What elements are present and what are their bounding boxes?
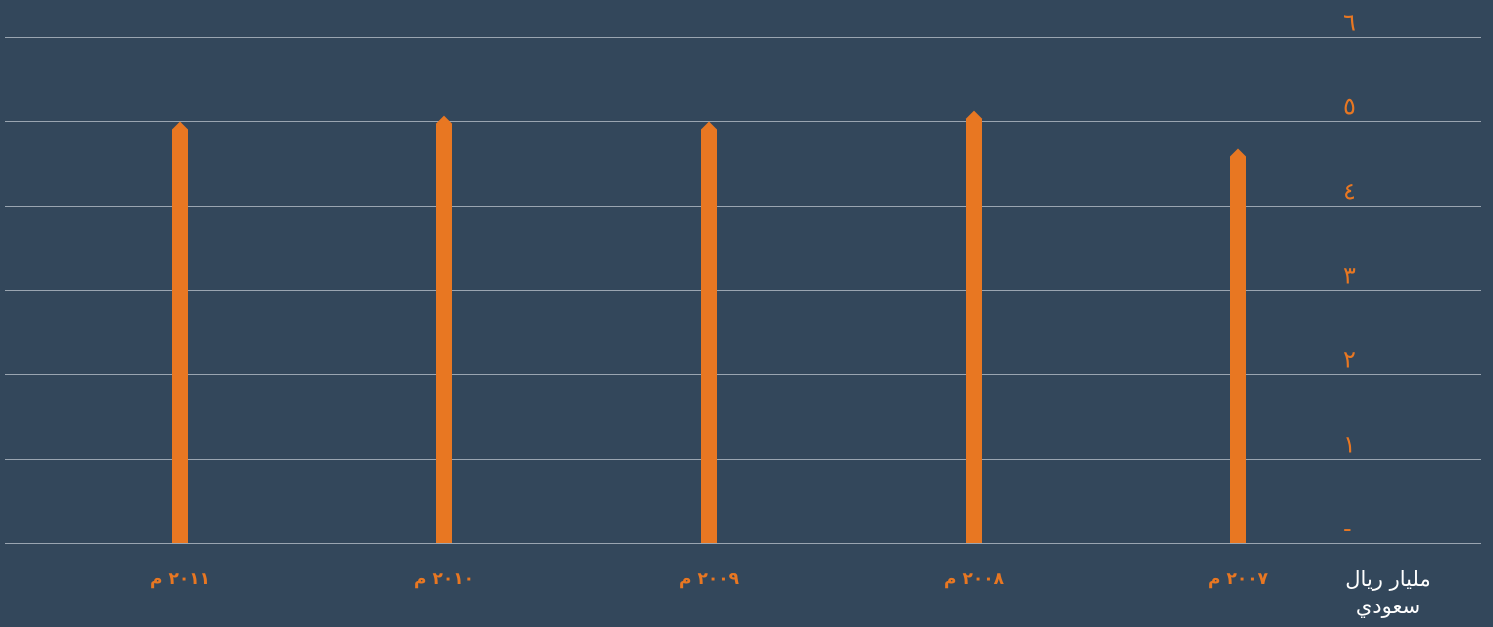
x-tick-label: ٢٠١١ م bbox=[150, 569, 210, 589]
bar bbox=[172, 121, 188, 544]
gridlines bbox=[5, 37, 1481, 544]
bars bbox=[172, 110, 1246, 544]
y-tick-label: ٦ bbox=[1343, 9, 1356, 37]
y-tick-label: ٢ bbox=[1343, 346, 1356, 374]
y-tick-label: ٥ bbox=[1343, 93, 1356, 121]
y-axis-unit-label: مليار ريال سعودي bbox=[1345, 567, 1431, 618]
y-tick-label: ١ bbox=[1343, 431, 1356, 459]
y-tick-label: ٣ bbox=[1343, 262, 1356, 290]
bar bbox=[701, 121, 717, 544]
x-tick-label: ٢٠٠٧ م bbox=[1208, 569, 1269, 589]
y-tick-label: - bbox=[1343, 515, 1352, 543]
bar bbox=[966, 110, 982, 543]
y-tick-label: ٤ bbox=[1343, 178, 1356, 206]
bar bbox=[1230, 148, 1246, 543]
x-tick-label: ٢٠٠٨ م bbox=[944, 569, 1005, 589]
bar bbox=[436, 115, 452, 543]
x-tick-label: ٢٠٠٩ م bbox=[679, 569, 740, 589]
x-axis-ticks: ٢٠١١ م ٢٠١٠ م ٢٠٠٩ م ٢٠٠٨ م ٢٠٠٧ م bbox=[150, 569, 1269, 589]
y-axis-ticks: - ١ ٢ ٣ ٤ ٥ ٦ bbox=[1343, 9, 1356, 543]
x-tick-label: ٢٠١٠ م bbox=[414, 569, 474, 589]
